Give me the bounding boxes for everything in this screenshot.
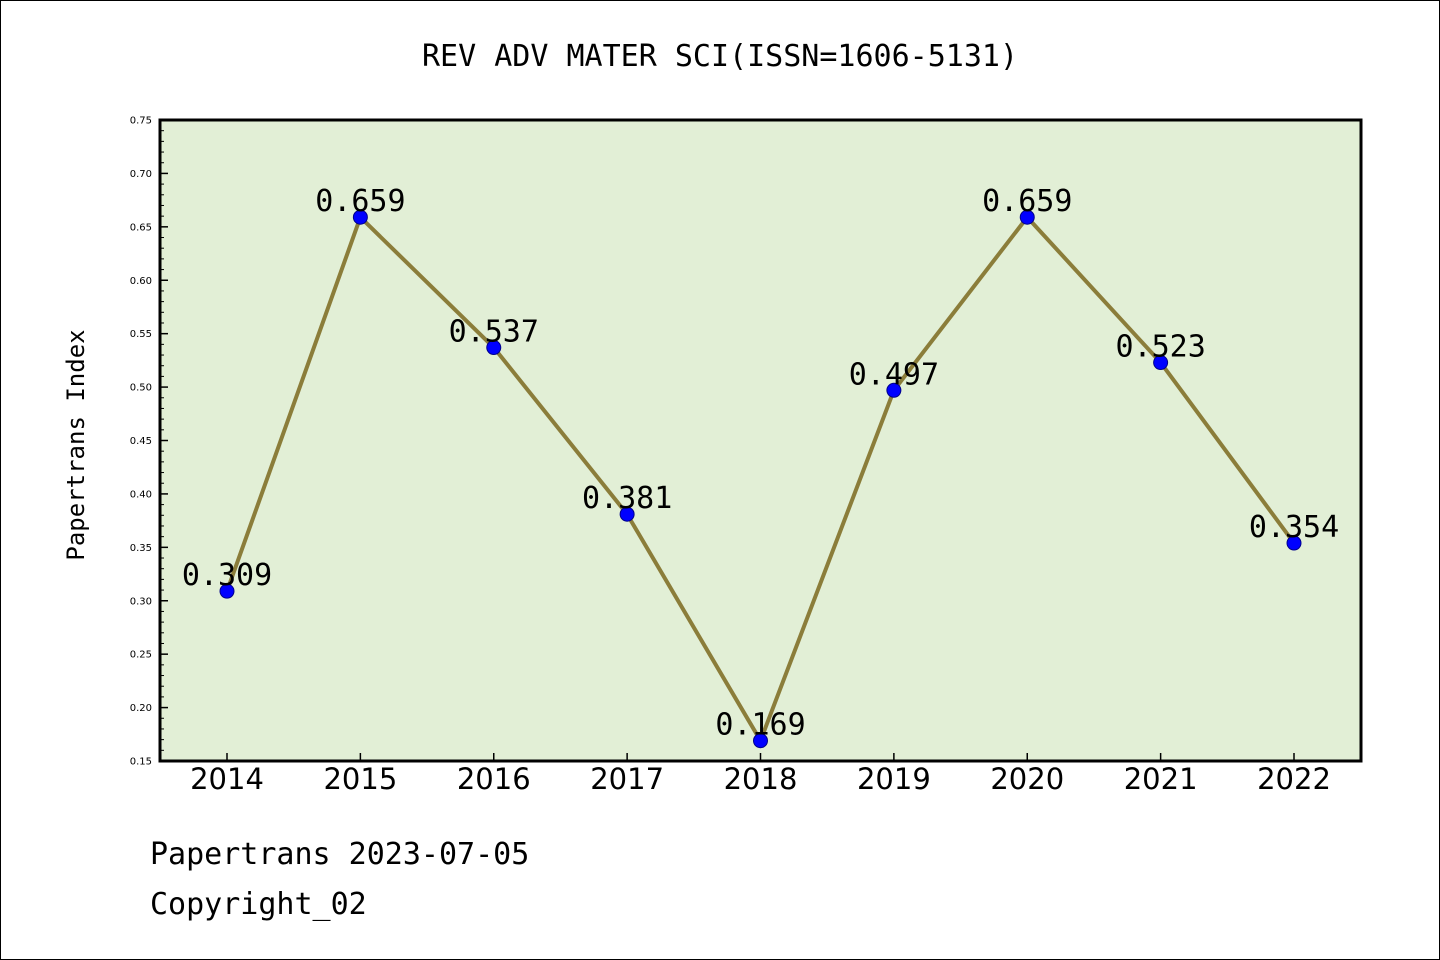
data-label: 0.659 [982, 184, 1072, 219]
data-point [753, 733, 768, 749]
data-label: 0.537 [449, 315, 539, 350]
y-tick-label: 0.25 [130, 650, 152, 661]
x-tick-label: 2017 [590, 762, 664, 796]
data-label: 0.169 [715, 708, 805, 743]
x-axis: 2014 2015 2016 2017 2018 2019 2020 2021 2022 [190, 753, 1331, 796]
data-point [886, 382, 902, 398]
y-tick-label: 0.15 [130, 757, 152, 768]
y-axis: 0.15 0.20 0.25 0.30 0.35 0.40 0.45 0.50 0.55 0.60… [130, 116, 168, 768]
x-tick-label: 2021 [1124, 762, 1198, 796]
x-tick-label: 2019 [857, 762, 931, 796]
footer-date: Papertrans 2023-07-05 [150, 837, 529, 872]
y-tick-label: 0.75 [130, 116, 152, 127]
plot-area [158, 118, 1363, 763]
markers-group [219, 209, 1302, 749]
data-point [352, 209, 368, 225]
data-point [1286, 535, 1302, 551]
y-tick-label: 0.30 [130, 596, 152, 607]
chart-title: REV ADV MATER SCI(ISSN=1606-5131) [422, 39, 1018, 74]
x-tick-label: 2020 [990, 762, 1064, 796]
data-label: 0.497 [849, 357, 939, 392]
footer-copyright: Copyright_02 [150, 887, 367, 922]
x-tick-label: 2018 [724, 762, 798, 796]
y-tick-label: 0.55 [130, 329, 152, 340]
data-point [486, 340, 502, 356]
y-tick-label: 0.45 [130, 436, 152, 447]
x-tick-label: 2014 [190, 762, 264, 796]
y-tick-label: 0.20 [130, 703, 152, 714]
x-tick-label: 2015 [323, 762, 397, 796]
data-point [1019, 209, 1035, 225]
x-tick-label: 2022 [1257, 762, 1331, 796]
y-tick-label: 0.50 [130, 383, 152, 394]
y-axis-label: Papertrans Index [62, 329, 90, 560]
y-tick-label: 0.60 [130, 276, 152, 287]
data-point [219, 583, 235, 599]
data-label: 0.659 [315, 184, 405, 219]
x-tick-label: 2016 [457, 762, 531, 796]
y-tick-label: 0.35 [130, 543, 152, 554]
data-point [1153, 355, 1169, 371]
data-labels-group: 0.309 0.659 0.537 0.381 0.169 0.497 0.659 0.523… [182, 184, 1339, 742]
data-label: 0.523 [1115, 330, 1205, 365]
y-tick-label: 0.70 [130, 169, 152, 180]
y-tick-label: 0.65 [130, 222, 152, 233]
data-label: 0.354 [1249, 510, 1339, 545]
data-label: 0.309 [182, 558, 272, 593]
data-label: 0.381 [582, 481, 672, 516]
y-tick-label: 0.40 [130, 489, 152, 500]
data-point [619, 506, 635, 522]
